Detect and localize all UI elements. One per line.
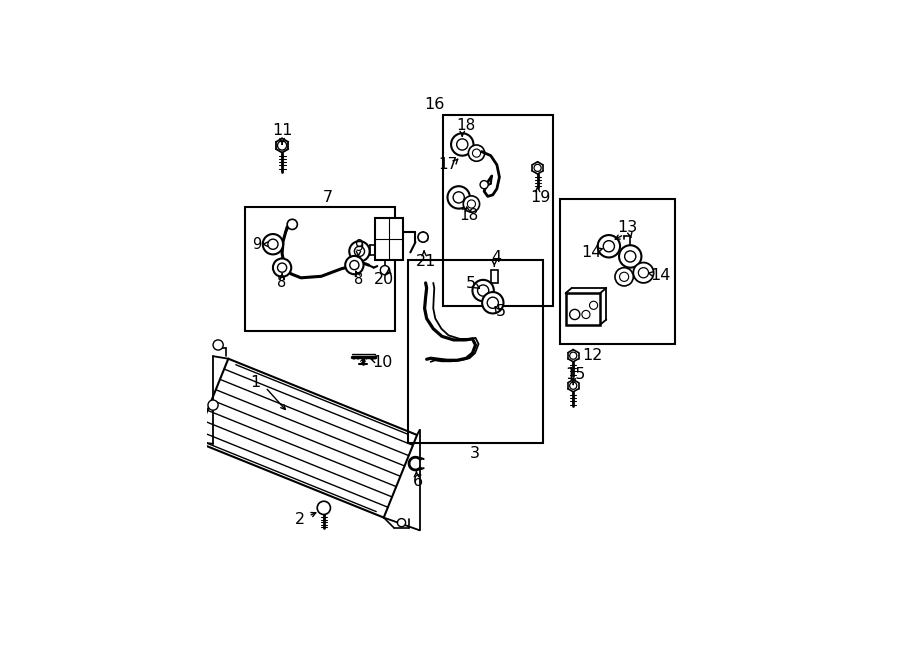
Text: 2: 2 xyxy=(295,512,305,527)
Circle shape xyxy=(467,200,475,208)
Text: 5: 5 xyxy=(465,276,475,292)
Circle shape xyxy=(208,400,218,410)
Circle shape xyxy=(480,180,488,189)
Text: 11: 11 xyxy=(272,123,292,137)
Text: 7: 7 xyxy=(322,190,333,205)
Circle shape xyxy=(453,192,464,203)
Text: 14: 14 xyxy=(651,268,671,283)
Circle shape xyxy=(451,134,473,156)
Circle shape xyxy=(277,141,287,150)
Circle shape xyxy=(570,352,577,360)
Circle shape xyxy=(456,139,468,150)
Circle shape xyxy=(346,256,364,274)
Text: 10: 10 xyxy=(373,355,392,369)
Circle shape xyxy=(464,196,480,212)
Circle shape xyxy=(603,241,615,252)
Text: 20: 20 xyxy=(374,272,394,287)
Circle shape xyxy=(287,219,297,229)
Circle shape xyxy=(398,519,406,527)
Bar xyxy=(444,115,553,306)
Text: 8: 8 xyxy=(277,276,287,290)
Text: 1: 1 xyxy=(250,375,260,389)
Circle shape xyxy=(478,285,489,296)
Circle shape xyxy=(482,292,503,313)
Text: 5: 5 xyxy=(496,305,506,319)
Circle shape xyxy=(625,251,635,262)
Circle shape xyxy=(634,262,653,283)
Circle shape xyxy=(273,258,292,277)
Circle shape xyxy=(590,301,598,309)
Text: 16: 16 xyxy=(424,97,445,112)
Circle shape xyxy=(582,311,590,319)
Circle shape xyxy=(350,260,359,270)
Bar xyxy=(565,293,600,325)
Bar xyxy=(408,260,543,444)
Text: 14: 14 xyxy=(580,245,601,260)
Text: 8: 8 xyxy=(354,272,363,287)
Text: 19: 19 xyxy=(530,190,550,205)
Circle shape xyxy=(619,245,642,268)
Circle shape xyxy=(638,268,649,278)
Circle shape xyxy=(418,232,428,242)
Circle shape xyxy=(381,266,390,275)
Circle shape xyxy=(263,234,284,254)
Circle shape xyxy=(447,186,470,209)
Circle shape xyxy=(619,272,629,282)
Circle shape xyxy=(277,263,287,272)
Bar xyxy=(374,218,402,260)
Bar xyxy=(245,206,395,331)
Text: 9: 9 xyxy=(252,237,261,252)
Text: 18: 18 xyxy=(460,208,479,223)
Circle shape xyxy=(268,239,278,249)
Text: 4: 4 xyxy=(491,250,501,265)
Circle shape xyxy=(355,247,365,256)
Circle shape xyxy=(472,280,494,301)
Circle shape xyxy=(468,145,485,161)
Circle shape xyxy=(534,165,541,171)
Text: 6: 6 xyxy=(413,474,423,489)
Bar xyxy=(561,199,675,344)
Circle shape xyxy=(615,268,634,286)
Circle shape xyxy=(317,501,330,514)
Text: 15: 15 xyxy=(565,367,586,382)
Circle shape xyxy=(472,149,481,157)
Text: 17: 17 xyxy=(438,157,457,173)
Circle shape xyxy=(570,309,580,319)
Circle shape xyxy=(213,340,223,350)
Text: 9: 9 xyxy=(354,239,363,254)
Text: 12: 12 xyxy=(582,348,603,363)
Circle shape xyxy=(598,235,620,257)
Circle shape xyxy=(487,297,499,309)
Text: 18: 18 xyxy=(456,118,476,133)
Text: 21: 21 xyxy=(416,254,436,268)
Circle shape xyxy=(349,241,370,262)
Text: 3: 3 xyxy=(470,446,481,461)
Circle shape xyxy=(570,382,577,389)
Text: 13: 13 xyxy=(617,220,637,235)
Bar xyxy=(491,270,498,283)
